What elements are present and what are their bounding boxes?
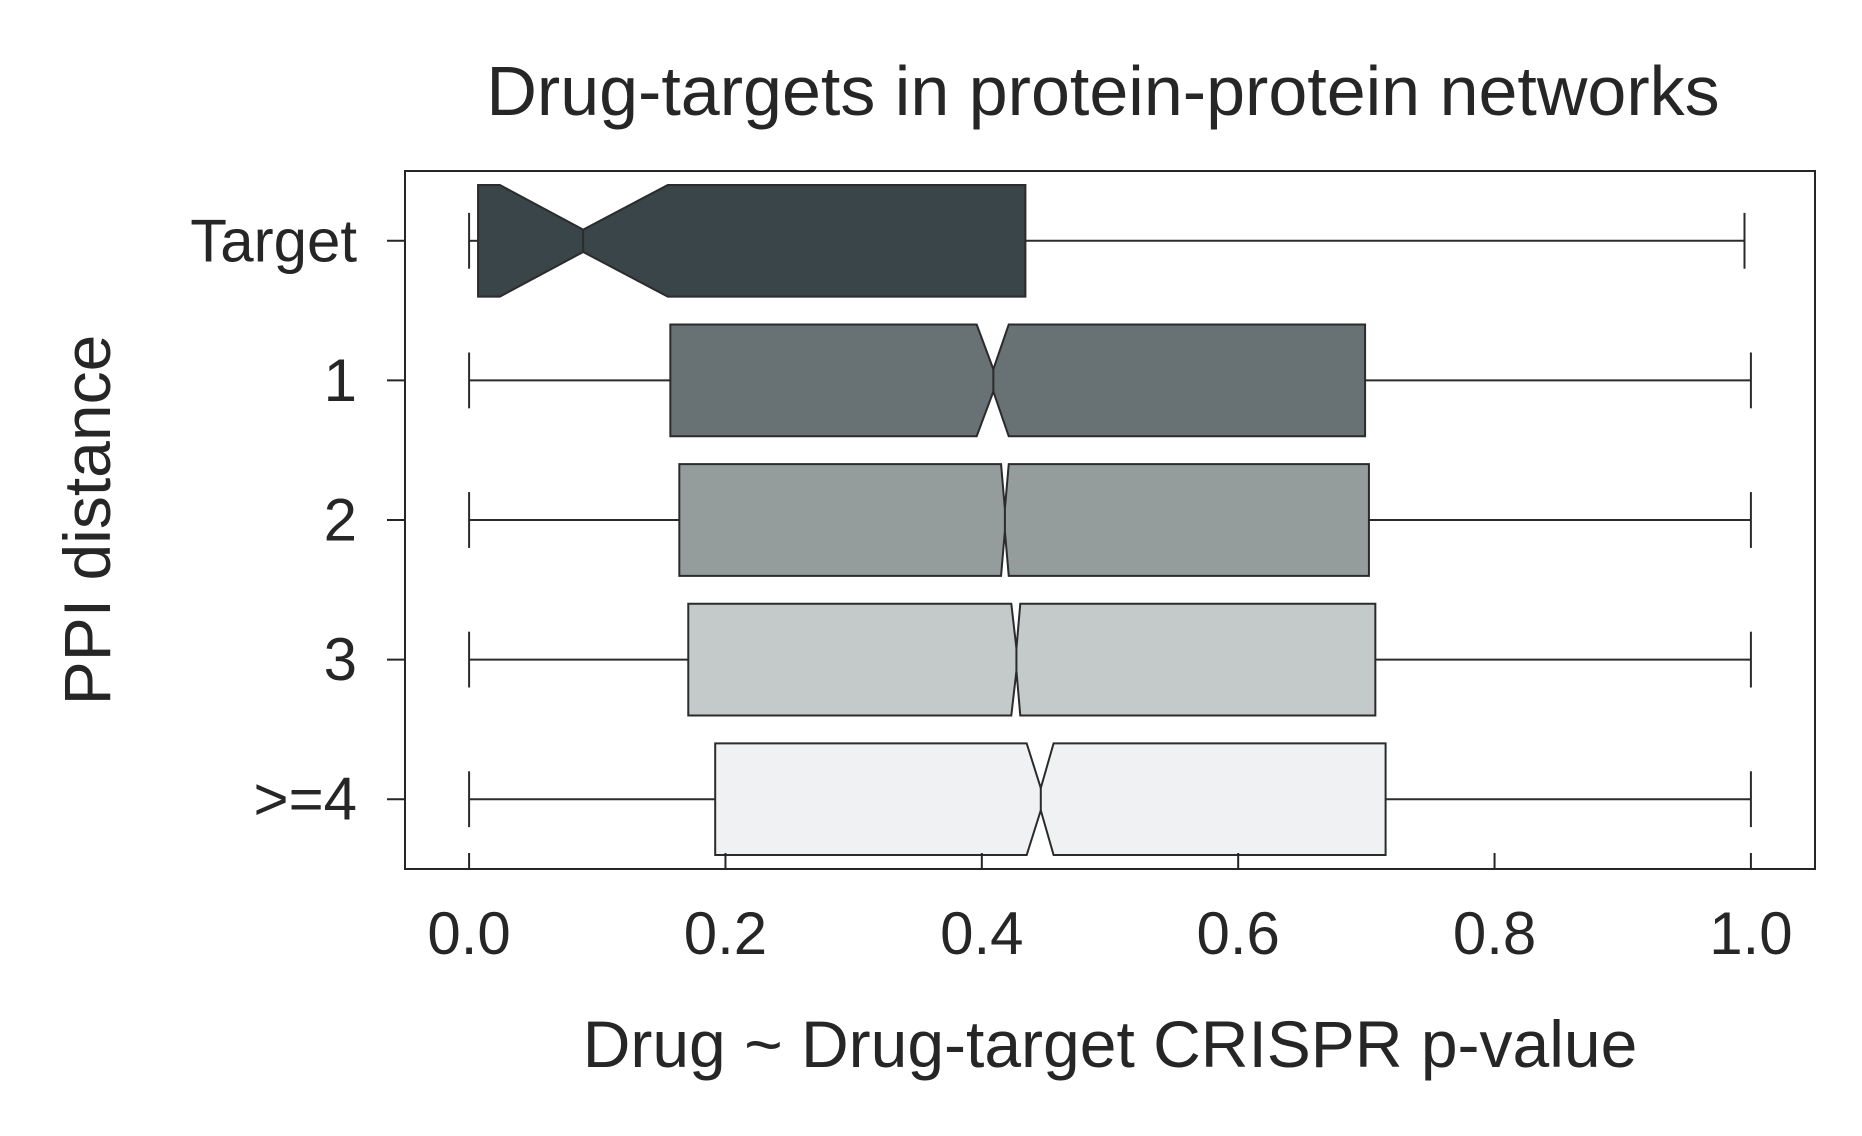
x-tick-label: 0.2 (684, 900, 767, 967)
box-2 (678, 463, 1370, 577)
y-tick-label: Target (190, 207, 357, 274)
box-3 (687, 602, 1377, 717)
x-tick-label: 0.0 (427, 900, 510, 967)
x-axis-label: Drug ~ Drug-target CRISPR p-value (583, 1007, 1638, 1081)
y-axis: Target 1 2 3 >=4 (190, 207, 405, 833)
box-target (477, 183, 1027, 298)
x-axis: 0.0 0.2 0.4 0.6 0.8 1.0 (427, 853, 1793, 967)
y-tick-label: 3 (324, 626, 357, 693)
y-tick-label: 1 (324, 347, 357, 414)
y-tick-label: 2 (324, 487, 357, 554)
box-4 (714, 742, 1387, 857)
chart-title: Drug-targets in protein-protein networks (486, 52, 1719, 130)
y-axis-label: PPI distance (50, 335, 124, 706)
x-tick-label: 1.0 (1709, 900, 1792, 967)
box-group (468, 742, 1752, 857)
box-group (468, 323, 1752, 438)
box-1 (669, 323, 1367, 438)
box-group (468, 602, 1752, 717)
box-group (468, 463, 1752, 577)
y-tick-label: >=4 (254, 766, 357, 833)
box-group (468, 183, 1746, 298)
boxes-layer (468, 183, 1752, 857)
x-tick-label: 0.6 (1196, 900, 1279, 967)
x-tick-label: 0.4 (940, 900, 1023, 967)
x-tick-label: 0.8 (1453, 900, 1536, 967)
